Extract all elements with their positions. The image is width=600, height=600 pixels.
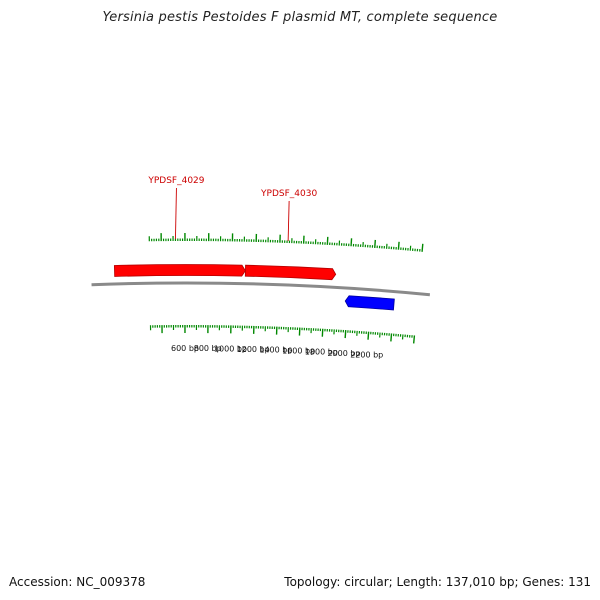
bp-scale-label: 2000 bp: [328, 349, 361, 358]
outer-tick: [397, 241, 400, 250]
gene-label-leader: [287, 200, 290, 242]
gene-track: [113, 264, 395, 311]
bp-scale-label: 2200 bp: [350, 351, 383, 360]
sequence-backbone: [91, 281, 431, 297]
bp-scale-label: 1000 bp: [214, 344, 247, 353]
outer-tick-ring: [148, 232, 424, 252]
gene-label[interactable]: YPDSF_4029: [147, 176, 204, 186]
outer-tick: [374, 239, 377, 248]
inner-tick: [367, 331, 370, 340]
bp-scale-label: 1800 bp: [305, 348, 338, 357]
bp-scale-label: 600 bp: [171, 344, 199, 353]
gene-arrow-YPDSF_4029[interactable]: [113, 264, 246, 277]
map-title: Yersinia pestis Pestoides F plasmid MT, …: [102, 10, 498, 25]
bp-scale-label: 1400 bp: [259, 346, 292, 355]
inner-tick-ring: [149, 324, 416, 344]
gene-label[interactable]: YPDSF_4030: [260, 189, 317, 199]
inner-tick: [344, 330, 347, 339]
outer-tick: [421, 243, 424, 252]
bp-scale-label: 1200 bp: [237, 345, 270, 354]
gene-label-leader: [174, 187, 177, 240]
sequence-summary: Topology: circular; Length: 137,010 bp; …: [284, 575, 591, 589]
outer-tick: [350, 238, 353, 247]
gene-arrow-YPDSF_4030[interactable]: [244, 264, 337, 281]
gene-arrow-reverse-gene[interactable]: [344, 295, 395, 311]
gene-labels: YPDSF_4029 YPDSF_4030: [147, 176, 317, 242]
inner-tick: [412, 335, 416, 344]
bp-scale-label: 1600 bp: [282, 347, 315, 356]
bp-scale-label: 800 bp: [194, 344, 222, 353]
inner-tick: [390, 333, 393, 342]
accession-text: Accession: NC_009378: [9, 575, 146, 589]
